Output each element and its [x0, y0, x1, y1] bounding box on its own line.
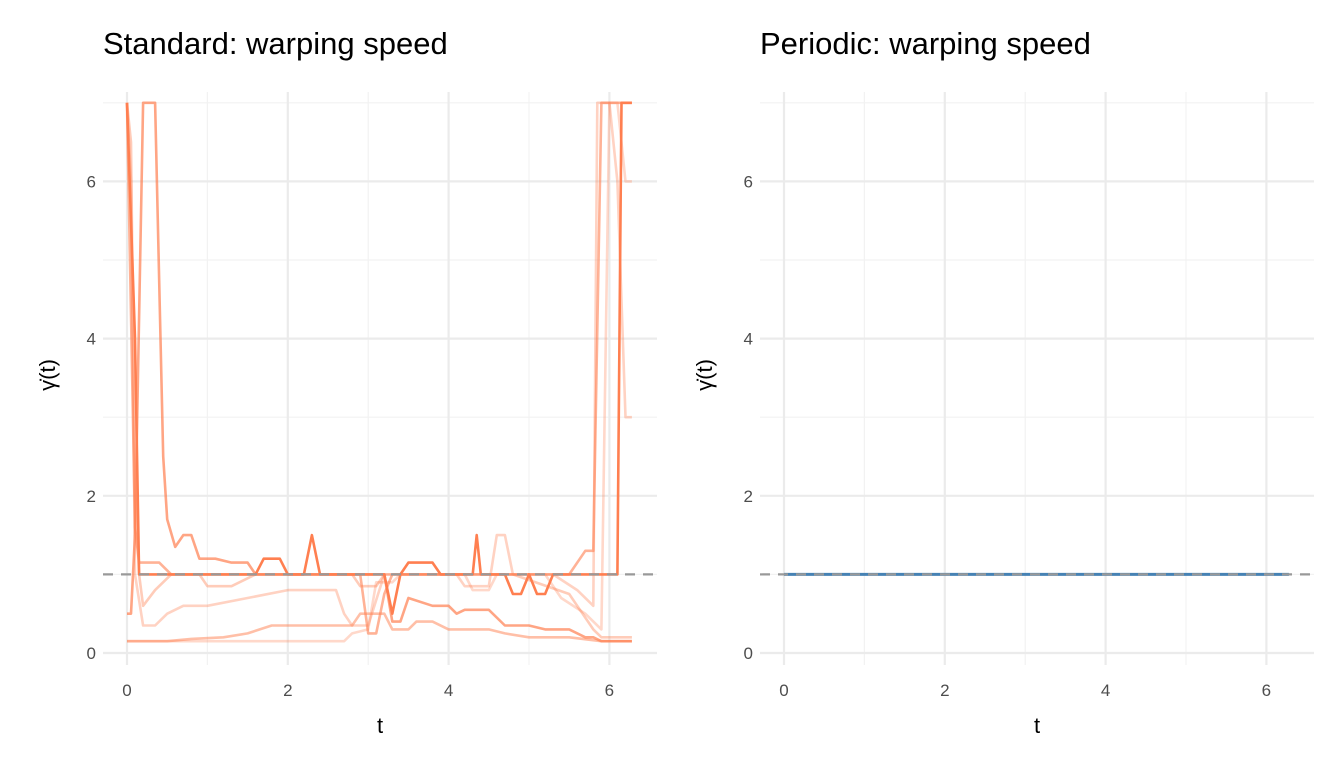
- series-line-s6: [125, 101, 632, 627]
- y-tick-label: 4: [744, 330, 753, 349]
- panel-periodic: Periodic: warping speed t γ̇(t) 0 2 4 6 0 2 4 6: [692, 26, 1314, 738]
- y-axis-label: γ̇(t): [692, 359, 717, 391]
- series-line-s5: [125, 102, 632, 639]
- series-line-s3: [125, 101, 632, 635]
- series-line-s7: [127, 101, 632, 643]
- y-tick-label: 0: [744, 644, 753, 663]
- series-line-s2: [127, 101, 632, 643]
- y-axis-label: γ̇(t): [35, 359, 60, 391]
- panel-title: Standard: warping speed: [103, 26, 448, 61]
- y-tick-label: 6: [744, 172, 753, 191]
- y-tick-label: 4: [87, 330, 96, 349]
- x-tick-label: 2: [283, 681, 292, 700]
- y-tick-label: 6: [87, 172, 96, 191]
- series-line-s4: [127, 612, 632, 643]
- panel-title: Periodic: warping speed: [760, 26, 1091, 61]
- x-tick-label: 0: [122, 681, 131, 700]
- x-tick-label: 2: [940, 681, 949, 700]
- x-tick-label: 4: [1101, 681, 1110, 700]
- y-tick-label: 0: [87, 644, 96, 663]
- x-tick-label: 6: [1262, 681, 1271, 700]
- x-tick-label: 4: [444, 681, 453, 700]
- x-tick-label: 6: [605, 681, 614, 700]
- y-tick-label: 2: [87, 487, 96, 506]
- x-axis-label: t: [1034, 713, 1040, 738]
- panel-standard: Standard: warping speed t γ̇(t) 0 2 4 6 0 2 4 6: [35, 26, 657, 738]
- y-tick-label: 2: [744, 487, 753, 506]
- series-line-s1: [125, 101, 632, 615]
- x-axis-label: t: [377, 713, 383, 738]
- x-tick-label: 0: [779, 681, 788, 700]
